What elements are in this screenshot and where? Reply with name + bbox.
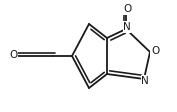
Text: N: N [123, 22, 131, 32]
Text: N: N [141, 76, 149, 86]
Text: O: O [123, 4, 131, 14]
Text: O: O [151, 46, 159, 56]
Text: O: O [9, 50, 17, 60]
